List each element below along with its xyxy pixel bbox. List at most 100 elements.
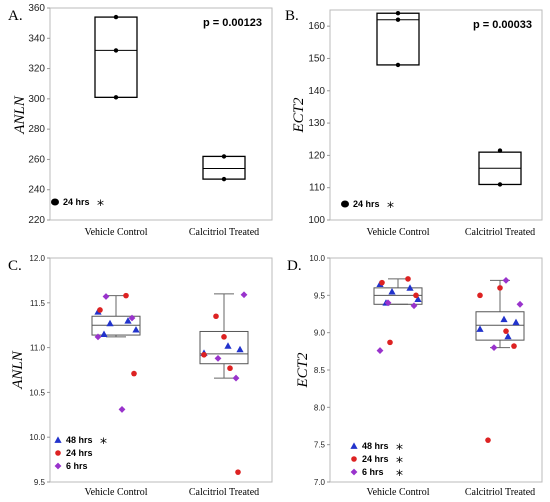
p-value-label: p = 0.00033 bbox=[473, 19, 532, 31]
y-tick-label: 260 bbox=[28, 154, 45, 165]
x-category-label: Calcitriol Treated bbox=[465, 487, 535, 498]
data-point bbox=[94, 333, 102, 341]
y-tick-label: 8.5 bbox=[314, 366, 326, 375]
significance-star: * bbox=[387, 200, 394, 216]
plot-frame bbox=[329, 9, 543, 221]
data-point bbox=[128, 314, 136, 322]
data-point bbox=[497, 148, 503, 153]
data-point bbox=[123, 292, 129, 299]
data-point bbox=[406, 284, 414, 291]
panel-letter: D. bbox=[287, 258, 302, 274]
y-tick-label: 280 bbox=[28, 124, 45, 135]
legend-marker bbox=[54, 462, 62, 470]
legend-item: 24 hrs bbox=[55, 448, 93, 458]
box-iqr bbox=[475, 311, 525, 341]
y-tick-label: 120 bbox=[308, 150, 325, 161]
series-6-hrs bbox=[376, 277, 524, 354]
panel-a: 220 240 260 280 300 320 340 360 A. ANLN Vehicle Co… bbox=[8, 3, 273, 238]
legend-label: 6 hrs bbox=[66, 461, 88, 471]
y-tick-label: 8.0 bbox=[314, 403, 326, 412]
legend-marker bbox=[341, 200, 349, 208]
data-point bbox=[511, 343, 517, 349]
data-point bbox=[131, 370, 137, 377]
box-iqr bbox=[94, 16, 138, 98]
x-category-label: Calcitriol Treated bbox=[465, 227, 535, 238]
box-calcitriol bbox=[478, 151, 522, 186]
data-point bbox=[221, 176, 227, 182]
data-point bbox=[485, 437, 491, 443]
x-category-label: Calcitriol Treated bbox=[189, 487, 259, 498]
series-24-hrs bbox=[113, 14, 227, 182]
data-point bbox=[113, 48, 119, 53]
data-point bbox=[504, 332, 512, 340]
significance-star: * bbox=[97, 198, 104, 214]
data-point bbox=[227, 365, 233, 372]
legend-marker bbox=[55, 450, 61, 456]
legend-item: 48 hrs * bbox=[350, 441, 403, 458]
data-point bbox=[477, 292, 483, 299]
data-point bbox=[387, 339, 393, 346]
data-point bbox=[410, 302, 418, 310]
data-point bbox=[221, 334, 227, 340]
data-point bbox=[236, 345, 244, 353]
y-tick-label: 240 bbox=[28, 185, 45, 196]
y-tick-label: 300 bbox=[28, 94, 45, 105]
x-category-label: Vehicle Control bbox=[84, 487, 147, 498]
legend-marker bbox=[51, 198, 59, 206]
data-point bbox=[100, 330, 108, 338]
x-category-label: Vehicle Control bbox=[366, 227, 429, 238]
significance-star: * bbox=[396, 468, 403, 484]
legend-item: 24 hrs * bbox=[351, 454, 403, 471]
panel-b: 100 110 120 130 140 150 160 B. ECT2 Vehicle Contr… bbox=[285, 8, 543, 238]
data-point bbox=[395, 17, 401, 22]
data-point bbox=[201, 351, 207, 358]
y-axis-label: ANLN bbox=[12, 95, 28, 135]
y-tick-label: 130 bbox=[308, 118, 325, 129]
data-point bbox=[490, 344, 498, 351]
plot-frame bbox=[49, 7, 273, 221]
data-point bbox=[497, 285, 503, 291]
y-tick-label: 11.5 bbox=[30, 299, 46, 308]
panel-d: 7.0 7.5 8.0 8.5 9.0 9.5 10.0 D. ECT2 Vehicle Cont… bbox=[287, 254, 543, 498]
data-point bbox=[388, 288, 396, 295]
legend-label: 24 hrs bbox=[353, 199, 380, 209]
plot-frame bbox=[49, 257, 273, 483]
legend-item: 6 hrs bbox=[54, 461, 88, 471]
panel-c: 9.5 10.0 10.5 11.0 11.5 12.0 C. ANLN Vehicle Con… bbox=[8, 254, 273, 498]
y-tick-label: 360 bbox=[28, 3, 45, 14]
y-tick-label: 110 bbox=[309, 183, 325, 194]
data-point bbox=[512, 318, 520, 326]
y-tick-label: 160 bbox=[308, 21, 325, 32]
y-axis-label: ECT2 bbox=[291, 97, 307, 134]
y-tick-label: 140 bbox=[308, 86, 325, 97]
data-point bbox=[221, 154, 227, 159]
legend-label: 48 hrs bbox=[362, 441, 389, 451]
legend-label: 24 hrs bbox=[66, 448, 93, 458]
y-tick-label: 100 bbox=[308, 215, 325, 226]
y-tick-label: 9.0 bbox=[314, 329, 326, 338]
legend-label: 6 hrs bbox=[362, 467, 384, 477]
data-point bbox=[413, 292, 419, 299]
legend-item: 48 hrs * bbox=[54, 435, 107, 452]
x-category-label: Calcitriol Treated bbox=[189, 227, 259, 238]
box-iqr bbox=[199, 330, 249, 365]
data-point bbox=[395, 11, 401, 16]
legend-marker bbox=[350, 468, 358, 476]
y-tick-label: 10.0 bbox=[29, 433, 45, 442]
data-point bbox=[516, 300, 524, 308]
data-point bbox=[224, 342, 232, 349]
data-point bbox=[500, 315, 508, 323]
y-tick-label: 7.5 bbox=[314, 441, 326, 450]
legend-label: 24 hrs bbox=[362, 454, 389, 464]
box-calcitriol bbox=[202, 155, 246, 180]
legend-item: 24 hrs * bbox=[341, 199, 394, 216]
legend-marker bbox=[351, 456, 357, 462]
data-point bbox=[395, 62, 401, 68]
data-point bbox=[503, 328, 509, 334]
legend-marker bbox=[350, 442, 358, 449]
data-point bbox=[124, 317, 132, 324]
significance-star: * bbox=[100, 436, 107, 452]
box-iqr bbox=[373, 287, 423, 305]
data-point bbox=[240, 291, 248, 299]
